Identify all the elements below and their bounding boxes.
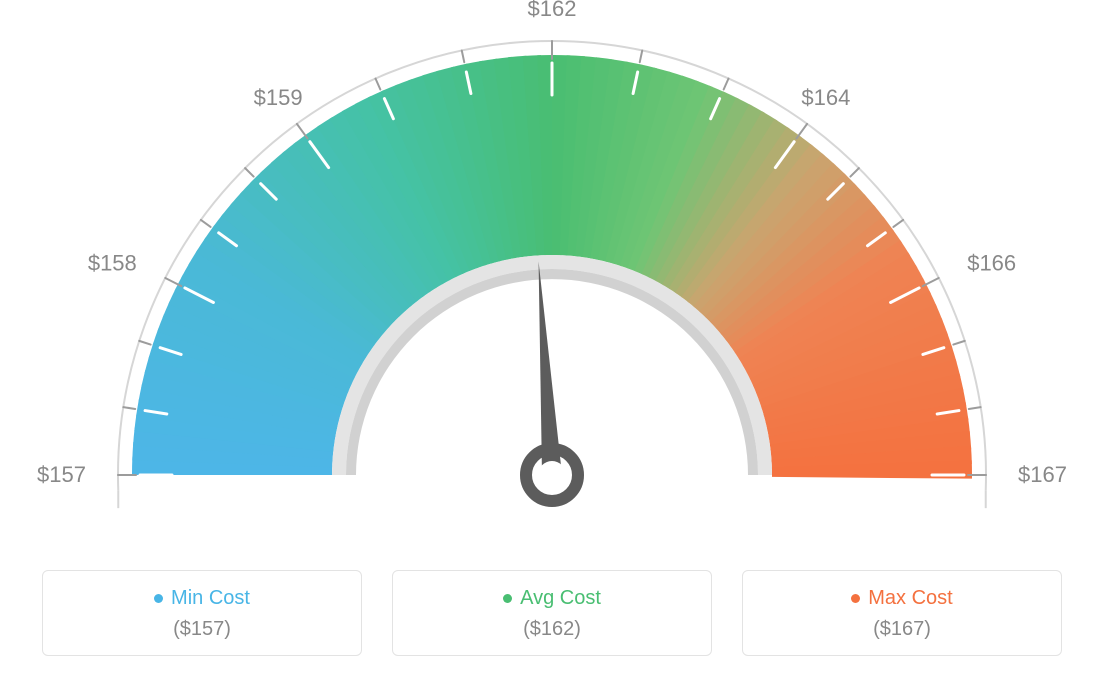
legend-card: Avg Cost ($162) <box>392 570 712 656</box>
legend-title: Min Cost <box>154 587 250 610</box>
gauge-tick-label: $157 <box>37 462 86 487</box>
gauge-svg: $157 $158 $159 $162 $164 $166 $167 <box>0 0 1104 560</box>
gauge-tick-label: $162 <box>528 0 577 21</box>
legend-value: ($167) <box>753 618 1051 641</box>
legend-title: Max Cost <box>851 587 952 610</box>
gauge-tick-label: $167 <box>1018 462 1067 487</box>
legend-dot-icon <box>154 594 163 603</box>
gauge-tick-label: $164 <box>801 85 850 110</box>
legend-value: ($157) <box>53 618 351 641</box>
legend-title-text: Avg Cost <box>520 587 601 610</box>
gauge-tick-label: $158 <box>88 250 137 275</box>
gauge-tick-label: $166 <box>967 250 1016 275</box>
legend-title-text: Min Cost <box>171 587 250 610</box>
gauge-tick-label: $159 <box>254 85 303 110</box>
legend-value: ($162) <box>403 618 701 641</box>
legend-card: Max Cost ($167) <box>742 570 1062 656</box>
legend-dot-icon <box>851 594 860 603</box>
legend-card: Min Cost ($157) <box>42 570 362 656</box>
gauge-chart: $157 $158 $159 $162 $164 $166 $167 <box>0 0 1104 560</box>
legend-row: Min Cost ($157) Avg Cost ($162) Max Cost ($16… <box>0 570 1104 656</box>
legend-title: Avg Cost <box>503 587 601 610</box>
legend-dot-icon <box>503 594 512 603</box>
legend-title-text: Max Cost <box>868 587 952 610</box>
